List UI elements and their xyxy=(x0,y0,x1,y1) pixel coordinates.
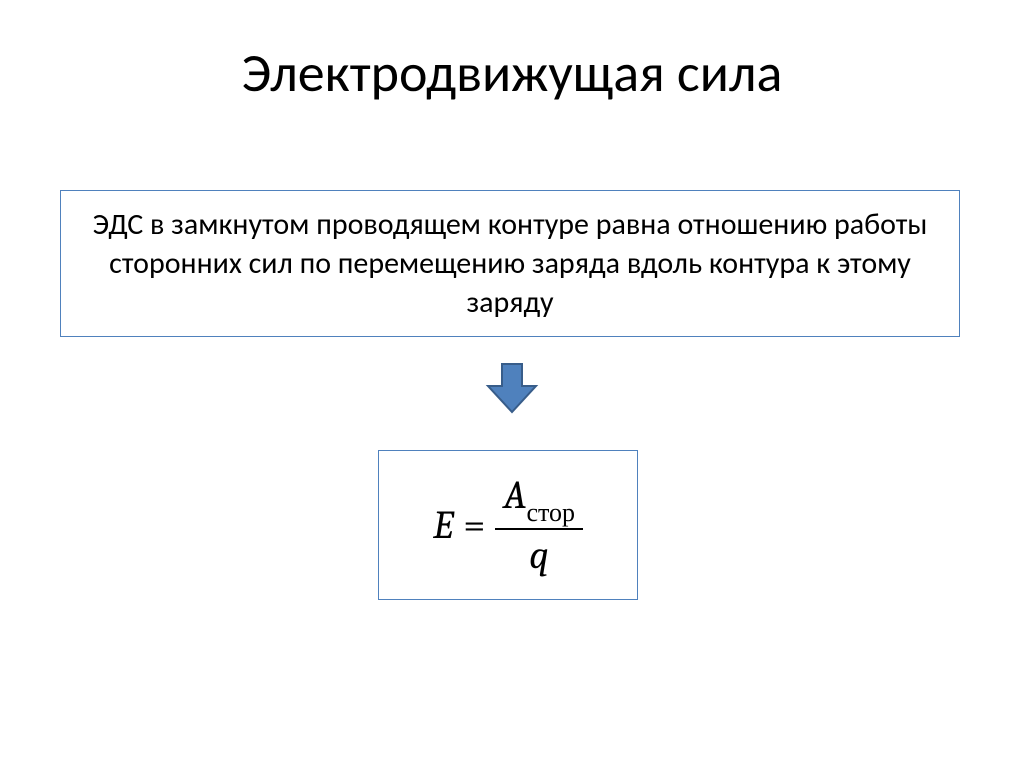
slide: Электродвижущая сила ЭДС в замкнутом про… xyxy=(0,0,1024,767)
formula-denominator: q xyxy=(521,534,557,576)
formula-eq: = xyxy=(463,502,485,548)
formula-numerator: Aстор xyxy=(495,474,583,523)
formula-num-var: A xyxy=(503,472,526,518)
formula: E = Aстор q xyxy=(433,474,583,575)
definition-text: ЭДС в замкнутом проводящем контуре равна… xyxy=(93,206,928,321)
arrow-path xyxy=(488,364,536,412)
slide-title: Электродвижущая сила xyxy=(0,40,1024,106)
formula-fraction: Aстор q xyxy=(495,474,583,575)
formula-box: E = Aстор q xyxy=(378,450,638,600)
arrow-down-icon xyxy=(484,360,540,416)
formula-num-sub: стор xyxy=(526,498,575,528)
formula-lhs: E xyxy=(433,502,453,548)
definition-box: ЭДС в замкнутом проводящем контуре равна… xyxy=(60,190,960,337)
